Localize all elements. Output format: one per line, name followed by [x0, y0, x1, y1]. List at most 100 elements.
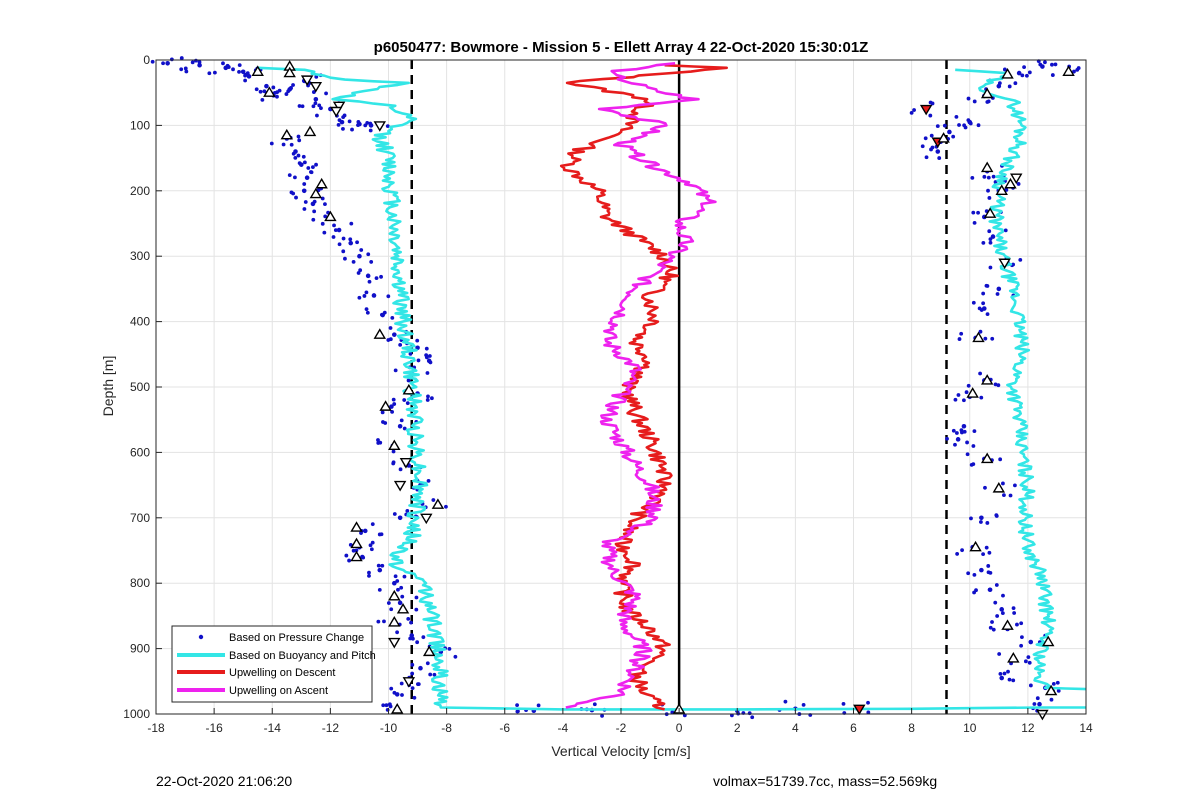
- pressure-change-point: [409, 620, 413, 625]
- pressure-change-point: [389, 607, 394, 612]
- pressure-change-point: [964, 390, 969, 395]
- pressure-change-point: [1002, 67, 1007, 72]
- x-tick-label: -12: [322, 721, 340, 735]
- pressure-change-point: [391, 461, 396, 466]
- pressure-change-point: [300, 104, 305, 109]
- pressure-change-point: [392, 402, 397, 406]
- descent-marker: [393, 480, 407, 492]
- pressure-change-point: [312, 199, 317, 204]
- ascent-marker: [309, 187, 323, 199]
- pressure-change-point: [953, 397, 958, 402]
- descent-marker: [373, 121, 387, 132]
- ascent-marker: [1041, 635, 1055, 647]
- ascent-marker: [388, 439, 401, 451]
- y-tick-label: 400: [130, 315, 150, 329]
- pressure-change-point: [405, 508, 410, 513]
- pressure-change-point: [971, 210, 976, 215]
- x-tick-label: -4: [558, 721, 569, 735]
- pressure-change-point: [367, 573, 371, 578]
- pressure-change-point: [351, 259, 356, 264]
- pressure-change-point: [418, 665, 423, 671]
- x-tick-label: -18: [147, 721, 165, 735]
- pressure-change-point: [311, 217, 316, 222]
- pressure-change-point: [289, 86, 293, 91]
- pressure-change-point: [427, 354, 432, 358]
- pressure-change-point: [988, 625, 993, 630]
- pressure-change-point: [961, 423, 967, 429]
- descent-marker: [300, 75, 314, 87]
- pressure-change-point: [221, 61, 225, 66]
- pressure-change-point: [312, 209, 317, 214]
- pressure-change-point: [388, 337, 393, 342]
- pressure-change-point: [515, 703, 519, 708]
- pressure-change-point: [362, 528, 368, 534]
- pressure-change-point: [981, 552, 986, 557]
- pressure-change-point: [1028, 639, 1034, 645]
- pressure-change-point: [320, 196, 325, 201]
- pressure-change-point: [912, 108, 916, 112]
- pressure-change-point: [987, 550, 992, 555]
- ascent-marker: [1001, 68, 1014, 79]
- pressure-change-point: [364, 307, 369, 312]
- pressure-change-point: [395, 579, 400, 583]
- pressure-change-point: [301, 154, 306, 159]
- pressure-change-point: [396, 587, 400, 592]
- x-tick-label: 2: [734, 721, 741, 735]
- pressure-change-point: [331, 235, 336, 239]
- pressure-change-point: [357, 253, 362, 259]
- pressure-change-point: [350, 127, 354, 132]
- descent-marker: [1036, 709, 1049, 721]
- pressure-change-point: [1026, 655, 1031, 660]
- ascent-marker: [379, 400, 392, 411]
- pressure-change-point: [379, 274, 383, 279]
- pressure-change-point: [428, 360, 433, 365]
- pressure-change-point: [1051, 681, 1056, 686]
- pressure-change-point: [1019, 621, 1024, 626]
- pressure-change-point: [297, 138, 302, 143]
- pressure-change-point: [426, 478, 431, 483]
- pressure-change-point: [985, 312, 990, 317]
- pressure-change-point: [432, 672, 437, 677]
- pressure-change-point: [959, 331, 964, 336]
- pressure-change-point: [190, 60, 195, 65]
- pressure-change-point: [960, 430, 964, 435]
- descent-marker: [309, 81, 323, 93]
- pressure-change-point: [986, 175, 991, 180]
- pressure-change-point: [337, 118, 342, 123]
- x-tick-label: -16: [205, 721, 223, 735]
- descent-marker: [332, 101, 346, 113]
- pressure-change-point: [381, 703, 386, 708]
- x-axis-label: Vertical Velocity [cm/s]: [551, 743, 690, 759]
- pressure-change-point: [997, 81, 1002, 86]
- pressure-change-point: [990, 620, 994, 624]
- pressure-change-point: [1056, 689, 1061, 693]
- pressure-change-point: [965, 452, 970, 457]
- ascent-marker: [969, 540, 982, 552]
- pressure-change-point: [399, 585, 404, 590]
- pressure-change-point: [983, 485, 987, 490]
- pressure-change-point: [986, 564, 991, 568]
- pressure-change-point: [954, 431, 959, 435]
- pressure-change-point: [410, 636, 415, 641]
- pressure-change-point: [956, 393, 961, 397]
- pressure-change-point: [1006, 669, 1010, 674]
- pressure-change-point: [390, 315, 395, 320]
- pressure-change-point: [365, 273, 371, 279]
- pressure-change-point: [391, 449, 396, 454]
- x-tick-label: 12: [1021, 721, 1035, 735]
- pressure-change-point: [397, 515, 403, 521]
- pressure-change-point: [207, 71, 212, 76]
- ascent-marker: [992, 481, 1006, 493]
- pressure-change-point: [397, 423, 403, 429]
- pressure-change-point: [293, 155, 298, 160]
- pressure-change-point: [909, 110, 914, 115]
- pressure-change-point: [370, 522, 375, 527]
- pressure-change-point: [293, 175, 297, 180]
- pressure-change-point: [993, 600, 998, 605]
- pressure-change-point: [993, 382, 998, 387]
- pressure-change-point: [592, 702, 597, 707]
- pressure-change-point: [377, 587, 382, 592]
- pressure-change-point: [333, 228, 338, 232]
- pressure-change-point: [979, 395, 984, 400]
- pressure-change-point: [377, 532, 382, 537]
